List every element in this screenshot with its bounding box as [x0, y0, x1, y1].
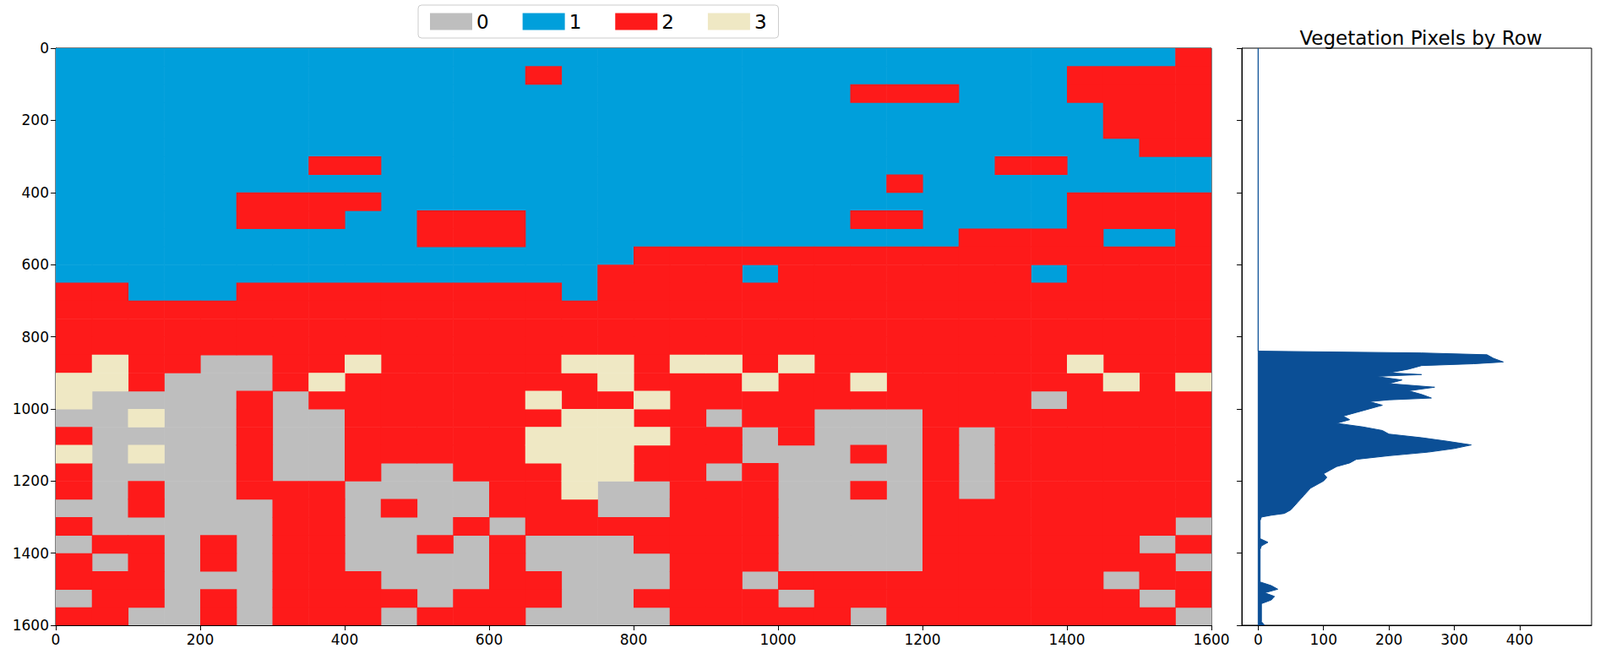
svg-text:200: 200	[1375, 631, 1403, 648]
svg-text:1200: 1200	[12, 472, 49, 490]
svg-text:200: 200	[186, 631, 214, 648]
svg-text:1600: 1600	[1192, 631, 1230, 648]
svg-text:0: 0	[39, 39, 49, 57]
svg-text:3: 3	[754, 10, 768, 33]
svg-text:400: 400	[331, 631, 359, 648]
svg-text:800: 800	[620, 631, 648, 648]
svg-text:1600: 1600	[12, 616, 49, 634]
svg-text:400: 400	[21, 184, 49, 202]
svg-text:1200: 1200	[903, 631, 941, 648]
svg-text:2: 2	[661, 10, 675, 33]
svg-text:1400: 1400	[12, 544, 49, 562]
svg-text:600: 600	[21, 255, 49, 273]
svg-text:1000: 1000	[759, 631, 796, 648]
svg-text:100: 100	[1310, 631, 1338, 648]
svg-text:0: 0	[1253, 631, 1263, 648]
svg-text:1400: 1400	[1048, 631, 1085, 648]
svg-text:400: 400	[1506, 631, 1534, 648]
svg-text:300: 300	[1440, 631, 1468, 648]
svg-text:600: 600	[475, 631, 503, 648]
svg-text:800: 800	[21, 328, 49, 346]
svg-text:0: 0	[51, 631, 61, 648]
svg-text:1: 1	[569, 10, 583, 33]
svg-text:1000: 1000	[12, 400, 49, 418]
svg-text:Vegetation Pixels by Row: Vegetation Pixels by Row	[1299, 27, 1542, 49]
svg-text:200: 200	[21, 111, 49, 129]
svg-text:0: 0	[476, 10, 490, 33]
